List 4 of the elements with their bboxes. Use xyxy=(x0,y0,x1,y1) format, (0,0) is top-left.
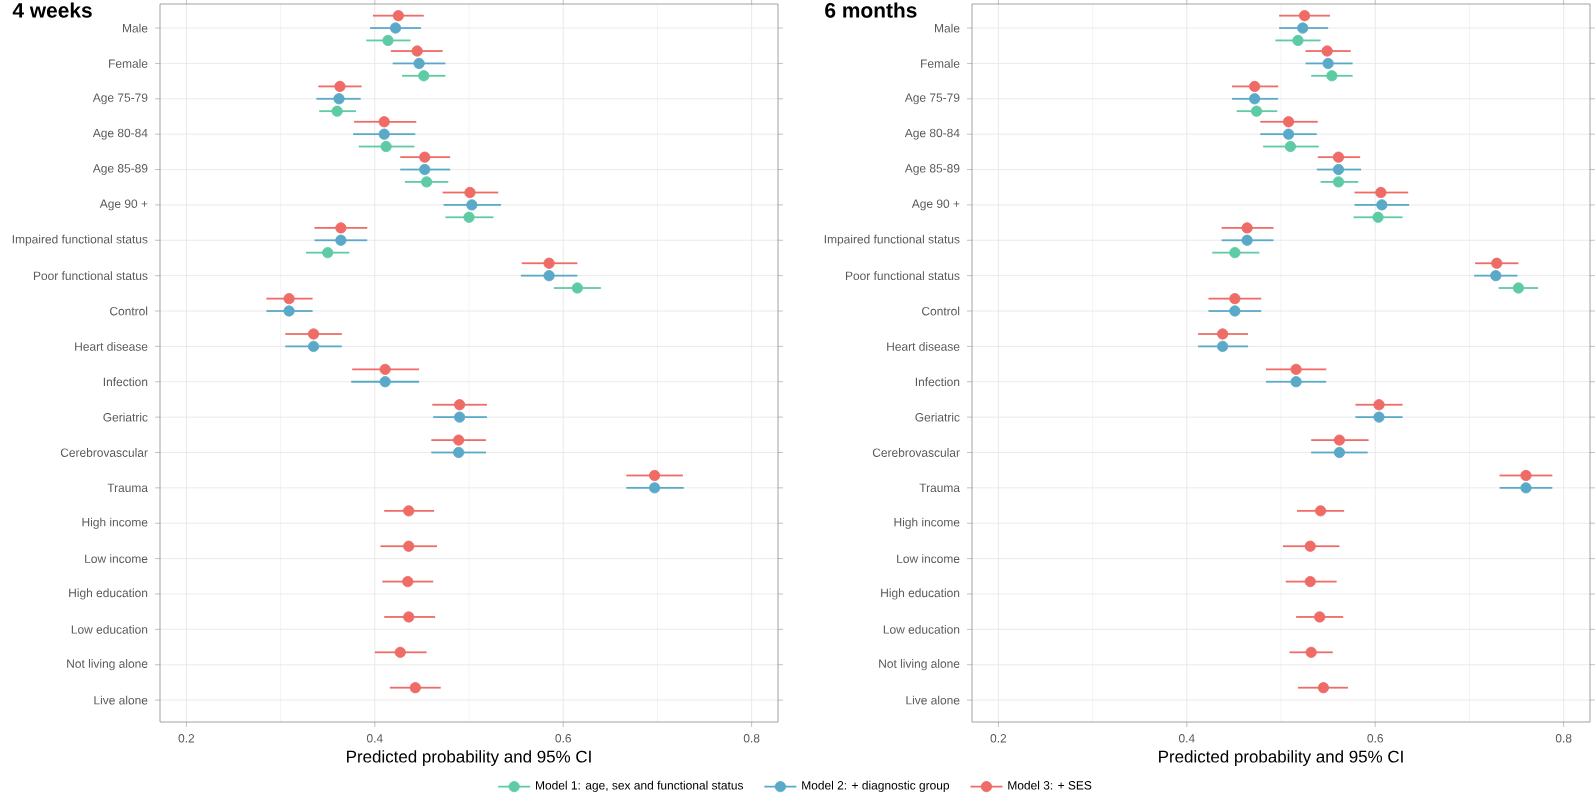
chart-title: 6 months xyxy=(825,2,917,18)
chart-title: 4 weeks xyxy=(12,2,92,18)
x-axis-title: Predicted probability and 95% CI xyxy=(347,750,591,766)
x-axis-title: Predicted probability and 95% CI xyxy=(1159,750,1403,766)
